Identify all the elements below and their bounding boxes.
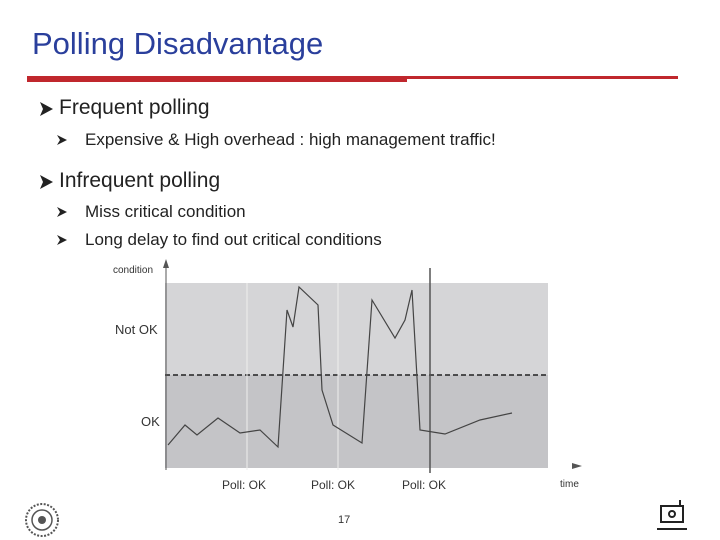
title-rule [27, 76, 678, 82]
ok-zone [165, 375, 548, 468]
poll-label: Poll: OK [311, 478, 355, 492]
sub-bullet-text: Expensive & High overhead : high managem… [85, 130, 496, 149]
poll-label: Poll: OK [222, 478, 266, 492]
slide-title: Polling Disadvantage [32, 26, 324, 61]
not-ok-zone [165, 283, 548, 375]
bullet-text: Frequent polling [59, 96, 210, 119]
logo-left [25, 503, 59, 537]
logo-right [657, 500, 687, 530]
sub-bullet-text: Miss critical condition [85, 202, 246, 221]
condition-curve [167, 285, 513, 449]
x-axis-label: time [560, 479, 579, 490]
page-number: 17 [338, 514, 351, 526]
bullet-text: Infrequent polling [59, 169, 221, 192]
y-axis-label: condition [113, 265, 153, 276]
x-axis-arrow [572, 463, 582, 469]
sub-bullet-text: Long delay to find out critical conditio… [85, 230, 382, 249]
level-label: Not OK [115, 322, 158, 337]
poll-label: Poll: OK [402, 478, 446, 492]
level-label: OK [141, 414, 160, 429]
